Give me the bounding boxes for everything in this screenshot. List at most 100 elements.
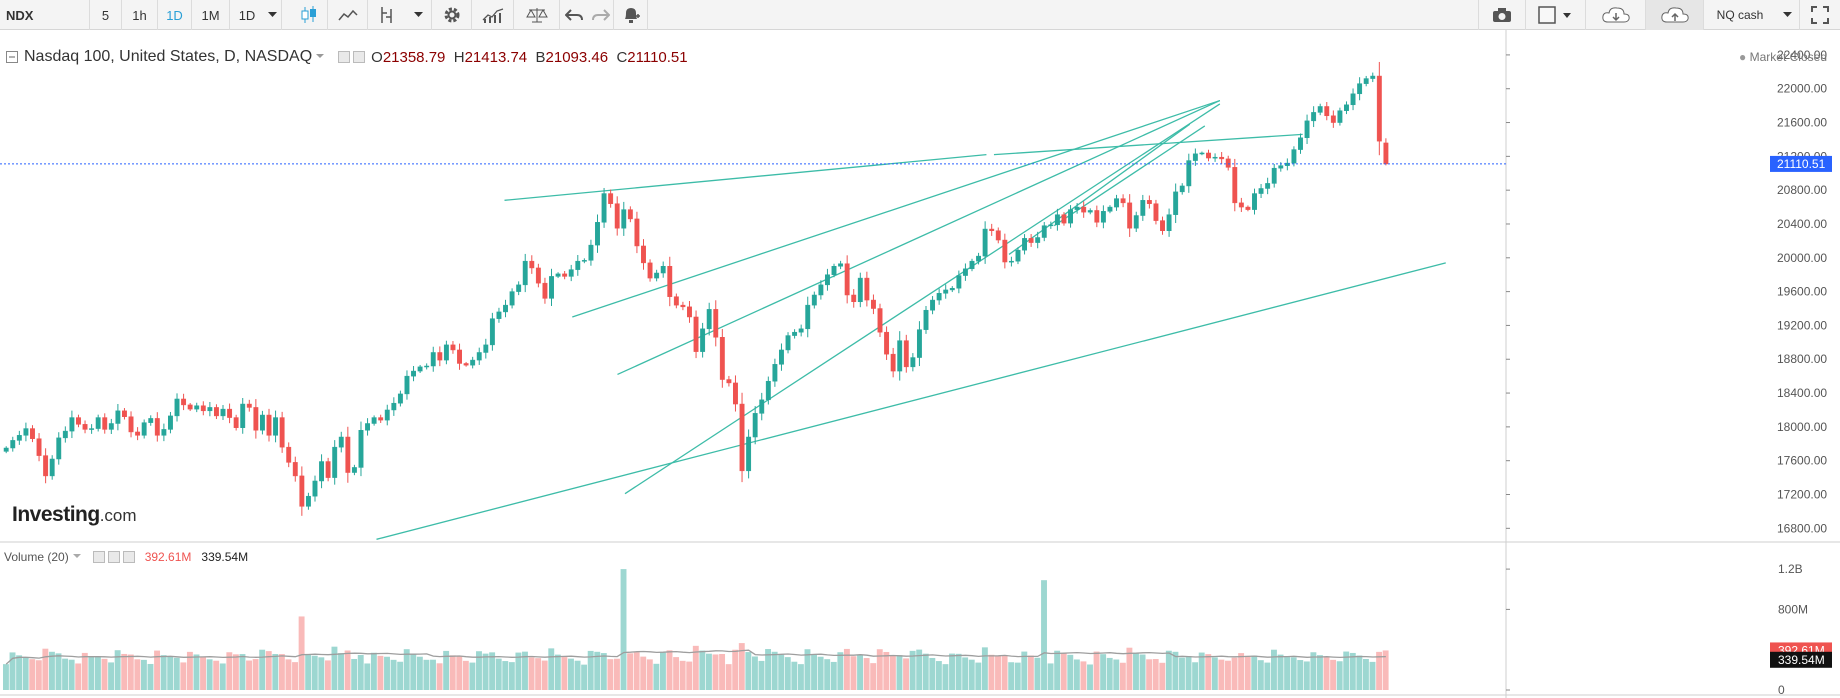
volume-bar bbox=[673, 657, 680, 690]
scales-icon[interactable] bbox=[514, 0, 560, 30]
price-tick-label: 18000.00 bbox=[1777, 420, 1827, 434]
redo-icon[interactable] bbox=[588, 0, 614, 30]
collapse-icon[interactable] bbox=[6, 51, 18, 63]
interval-1h-button[interactable]: 1h bbox=[122, 0, 158, 30]
volume-bar bbox=[154, 650, 161, 690]
price-tick-label: 22000.00 bbox=[1777, 82, 1827, 96]
volume-bar bbox=[679, 660, 686, 690]
candle-body bbox=[332, 446, 338, 478]
candle-body bbox=[49, 458, 55, 477]
volume-bar bbox=[857, 655, 863, 690]
candle-body bbox=[135, 431, 141, 436]
candle-body bbox=[1048, 224, 1054, 227]
candle-body bbox=[825, 274, 830, 286]
volume-bar bbox=[1185, 656, 1192, 690]
undo-icon[interactable] bbox=[560, 0, 588, 30]
volume-bar bbox=[633, 652, 640, 690]
volume-bar bbox=[1356, 655, 1363, 690]
candle-body bbox=[76, 417, 81, 425]
trendline[interactable] bbox=[504, 154, 987, 201]
chevron-down-icon[interactable] bbox=[406, 0, 432, 30]
volume-bar bbox=[62, 658, 69, 690]
indicators-icon[interactable] bbox=[368, 0, 406, 30]
candle-body bbox=[1271, 167, 1277, 184]
candle-body bbox=[581, 260, 587, 262]
trendline[interactable] bbox=[624, 103, 1221, 495]
candlestick-series bbox=[0, 61, 1506, 516]
price-chart[interactable]: 16800.00 17200.00 17600.00 18000.00 18400.00… bbox=[0, 30, 1840, 698]
volume-bar bbox=[627, 653, 634, 690]
volume-bar bbox=[226, 652, 233, 690]
candle-body bbox=[1265, 183, 1271, 189]
layout-select-button[interactable] bbox=[1526, 0, 1586, 30]
visibility-icon[interactable] bbox=[107, 551, 120, 563]
volume-bar bbox=[1027, 655, 1034, 690]
alert-bell-icon[interactable] bbox=[614, 0, 648, 30]
candle-body bbox=[1094, 210, 1100, 223]
candle-body bbox=[259, 414, 265, 431]
volume-ma-value: 339.54M bbox=[201, 550, 249, 564]
volume-bar bbox=[1113, 659, 1120, 690]
volume-bar bbox=[1060, 653, 1067, 690]
trendline[interactable] bbox=[572, 99, 1221, 318]
volume-bar bbox=[1310, 652, 1317, 690]
compare-chart-icon[interactable] bbox=[472, 0, 514, 30]
volume-bar bbox=[397, 661, 404, 690]
candle-body bbox=[857, 277, 863, 303]
cloud-upload-icon[interactable] bbox=[1646, 0, 1704, 30]
close-icon[interactable] bbox=[122, 551, 135, 563]
candle-body bbox=[1081, 206, 1087, 213]
candle-body bbox=[601, 193, 607, 223]
candle-body bbox=[890, 353, 896, 372]
volume-bar bbox=[791, 661, 798, 690]
volume-bar bbox=[1303, 661, 1310, 690]
chevron-down-icon[interactable] bbox=[264, 0, 282, 30]
volume-bar bbox=[35, 660, 42, 690]
visibility-icon[interactable] bbox=[353, 51, 366, 63]
candle-body bbox=[358, 430, 364, 468]
chart-legend: Nasdaq 100, United States, D, NASDAQ O21… bbox=[6, 48, 688, 66]
candle-body bbox=[338, 436, 344, 448]
trendline[interactable] bbox=[376, 262, 1446, 540]
interval-1m-button[interactable]: 1M bbox=[192, 0, 230, 30]
fullscreen-icon[interactable] bbox=[1800, 0, 1840, 30]
chevron-down-icon[interactable] bbox=[316, 54, 326, 60]
candle-body bbox=[1061, 214, 1067, 224]
candle-body bbox=[1002, 239, 1008, 263]
price-axis[interactable]: 16800.00 17200.00 17600.00 18000.00 18400.00… bbox=[1506, 48, 1832, 697]
candle-body bbox=[870, 299, 876, 309]
candle-body bbox=[641, 245, 646, 264]
volume-bar bbox=[811, 654, 818, 690]
candle-body bbox=[1350, 93, 1356, 106]
candle-body bbox=[325, 461, 331, 478]
volume-bar bbox=[68, 659, 75, 690]
candle-body bbox=[805, 304, 811, 330]
candle-body bbox=[1304, 120, 1310, 139]
camera-icon[interactable] bbox=[1478, 0, 1526, 30]
chevron-down-icon[interactable] bbox=[1776, 0, 1800, 30]
line-chart-icon[interactable] bbox=[328, 0, 368, 30]
candle-body bbox=[1298, 137, 1303, 150]
volume-bar bbox=[1330, 659, 1337, 690]
volume-bar bbox=[758, 660, 765, 690]
trendline[interactable] bbox=[1008, 123, 1191, 255]
volume-bar bbox=[1093, 651, 1100, 690]
symbol-button[interactable]: NDX bbox=[0, 0, 90, 30]
volume-bar bbox=[232, 654, 239, 690]
interval-1d-button[interactable]: 1D bbox=[158, 0, 192, 30]
trendline[interactable] bbox=[993, 133, 1303, 156]
settings-icon[interactable] bbox=[92, 551, 105, 563]
interval-dropdown-button[interactable]: 1D bbox=[238, 7, 256, 23]
chevron-down-icon[interactable] bbox=[72, 554, 83, 560]
candle-body bbox=[759, 399, 765, 414]
cloud-download-icon[interactable] bbox=[1586, 0, 1646, 30]
candle-body bbox=[56, 437, 62, 460]
gear-icon[interactable] bbox=[432, 0, 472, 30]
candlestick-chart-icon[interactable] bbox=[290, 0, 328, 30]
settings-icon[interactable] bbox=[338, 51, 351, 63]
candle-body bbox=[1140, 200, 1146, 216]
volume-bar bbox=[1343, 651, 1350, 690]
candle-body bbox=[1258, 188, 1264, 194]
interval-5-button[interactable]: 5 bbox=[90, 0, 122, 30]
contract-select-button[interactable]: NQ cash bbox=[1716, 8, 1764, 22]
